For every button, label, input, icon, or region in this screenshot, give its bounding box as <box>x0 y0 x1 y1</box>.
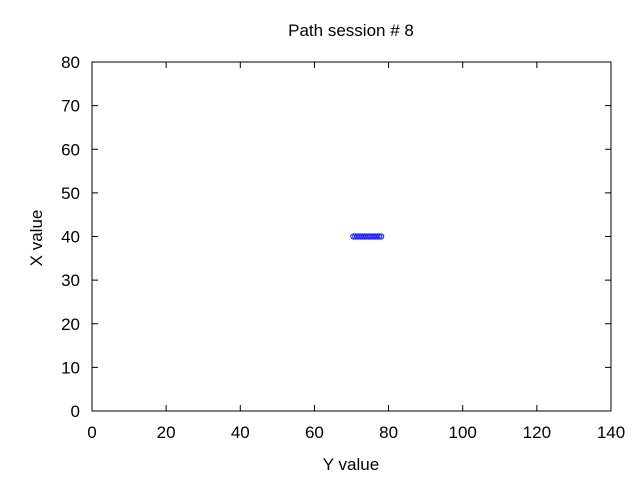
y-tick-label: 60 <box>61 140 80 159</box>
y-tick-label: 20 <box>61 315 80 334</box>
y-tick-label: 10 <box>61 358 80 377</box>
x-tick-label: 80 <box>379 423 398 442</box>
y-tick-label: 70 <box>61 97 80 116</box>
x-axis: 0 20 40 60 80 100 120 140 <box>87 62 625 442</box>
chart-title: Path session # 8 <box>288 21 414 40</box>
x-tick-label: 0 <box>87 423 96 442</box>
x-tick-label: 140 <box>597 423 625 442</box>
data-points <box>350 233 385 240</box>
y-axis-label: X value <box>27 210 46 267</box>
data-point <box>378 233 385 240</box>
plot-area-frame <box>91 61 612 412</box>
x-tick-label: 40 <box>231 423 250 442</box>
x-tick-label: 100 <box>449 423 477 442</box>
y-tick-label: 0 <box>71 402 80 421</box>
y-tick-label: 30 <box>61 271 80 290</box>
y-axis: 0 10 20 30 40 50 60 70 80 <box>61 53 611 421</box>
y-tick-label: 40 <box>61 228 80 247</box>
data-point <box>374 233 381 240</box>
y-tick-label: 50 <box>61 184 80 203</box>
data-point <box>376 233 383 240</box>
x-tick-label: 60 <box>305 423 324 442</box>
x-axis-label: Y value <box>323 455 379 474</box>
x-tick-label: 20 <box>157 423 176 442</box>
y-tick-label: 80 <box>61 53 80 72</box>
x-tick-label: 120 <box>523 423 551 442</box>
